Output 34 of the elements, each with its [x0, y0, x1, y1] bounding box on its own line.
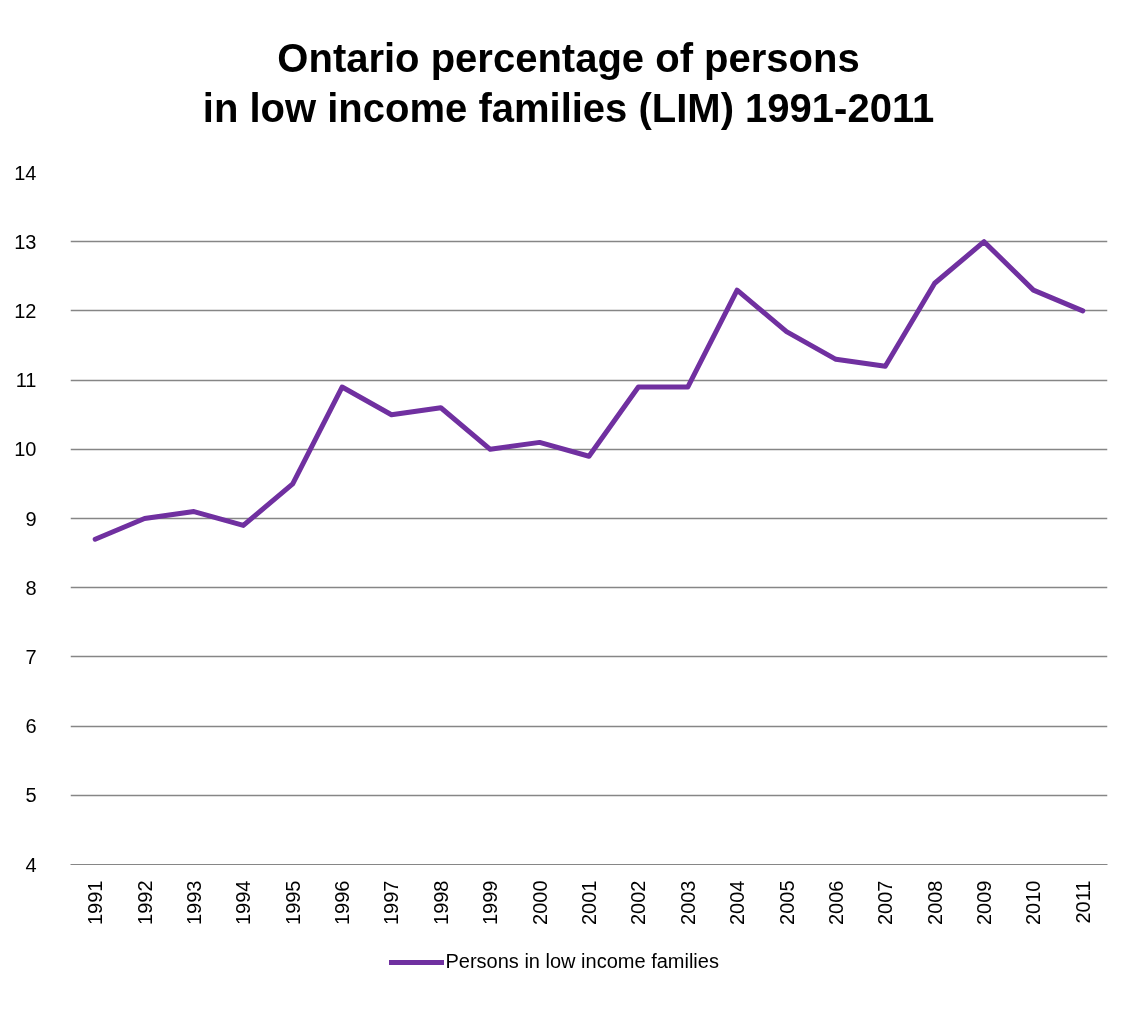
x-tick-label: 1991	[84, 880, 107, 925]
x-tick-label: 2009	[973, 880, 996, 925]
y-tick-label: 10	[14, 438, 37, 461]
y-tick-label: 11	[15, 369, 37, 392]
y-tick-label: 4	[25, 853, 37, 876]
x-tick-label: 1999	[479, 880, 502, 925]
x-tick-label: 2007	[874, 880, 897, 925]
x-tick-label: 1997	[380, 880, 403, 925]
x-tick-label: 1995	[281, 880, 304, 925]
x-tick-label: 2001	[578, 880, 600, 925]
x-tick-label: 2010	[1022, 880, 1045, 925]
x-tick-label: 1994	[232, 880, 255, 925]
x-tick-label: 2000	[528, 880, 551, 925]
y-tick-label: 9	[25, 507, 37, 530]
y-tick-label: 6	[25, 715, 37, 738]
y-tick-label: 14	[14, 161, 37, 184]
x-tick-label: 2002	[627, 880, 650, 925]
x-tick-label: 2003	[676, 880, 699, 925]
x-tick-label: 2004	[726, 880, 749, 925]
y-tick-label: 8	[25, 576, 37, 599]
x-tick-label: 2006	[824, 880, 847, 925]
x-tick-label: 2008	[923, 880, 946, 925]
x-tick-label: 1993	[182, 880, 205, 925]
x-tick-label: 1998	[429, 880, 452, 925]
chart-title: Ontario percentage of persons in low income families (LIM) 1991-2011	[202, 35, 935, 132]
y-tick-label: 12	[14, 299, 37, 322]
legend-label: Persons in low income families	[445, 950, 719, 973]
x-tick-label: 2011	[1071, 880, 1094, 924]
x-tick-label: 2005	[775, 880, 798, 925]
y-tick-label: 13	[14, 230, 37, 253]
y-tick-label: 7	[25, 645, 37, 668]
x-tick-label: 1996	[331, 880, 354, 925]
y-tick-label: 5	[25, 784, 37, 807]
x-tick-label: 1992	[133, 880, 156, 925]
